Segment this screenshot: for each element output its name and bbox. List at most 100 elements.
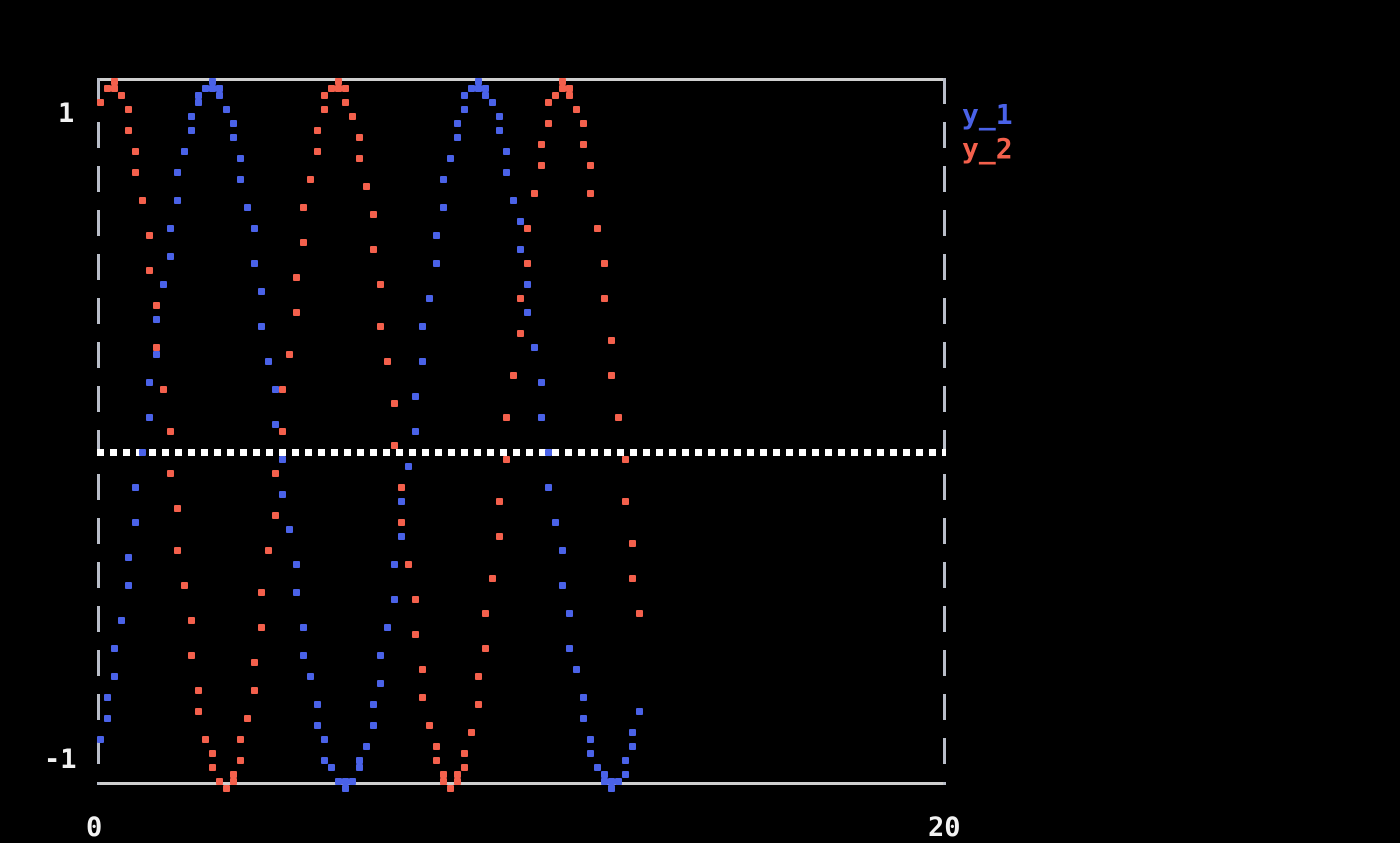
- data-point: [524, 309, 531, 316]
- data-point: [454, 778, 461, 785]
- data-point: [391, 596, 398, 603]
- data-point: [321, 736, 328, 743]
- data-point: [314, 127, 321, 134]
- data-point: [146, 379, 153, 386]
- data-point: [258, 624, 265, 631]
- data-point: [223, 106, 230, 113]
- data-point: [356, 155, 363, 162]
- data-point: [510, 372, 517, 379]
- plot-border-bottom: [97, 782, 946, 785]
- data-point: [482, 85, 489, 92]
- data-point: [251, 687, 258, 694]
- x-axis-tick-left: 0: [86, 812, 103, 843]
- data-point: [531, 190, 538, 197]
- data-point: [510, 197, 517, 204]
- data-point: [419, 666, 426, 673]
- data-point: [279, 456, 286, 463]
- data-point: [272, 512, 279, 519]
- data-point: [636, 610, 643, 617]
- data-point: [622, 456, 629, 463]
- data-point: [412, 631, 419, 638]
- data-point: [370, 246, 377, 253]
- data-point: [314, 722, 321, 729]
- data-point: [447, 155, 454, 162]
- data-point: [377, 680, 384, 687]
- data-point: [321, 757, 328, 764]
- data-point: [580, 715, 587, 722]
- data-point: [300, 652, 307, 659]
- data-point: [223, 785, 230, 792]
- data-point: [622, 757, 629, 764]
- data-point: [321, 106, 328, 113]
- data-point: [167, 428, 174, 435]
- data-point: [545, 99, 552, 106]
- data-point: [370, 722, 377, 729]
- data-point: [153, 302, 160, 309]
- data-point: [517, 218, 524, 225]
- data-point: [111, 78, 118, 85]
- legend: y_1 y_2: [962, 98, 1013, 166]
- data-point: [363, 743, 370, 750]
- data-point: [307, 673, 314, 680]
- data-point: [272, 421, 279, 428]
- data-point: [608, 337, 615, 344]
- data-point: [636, 708, 643, 715]
- data-point: [356, 764, 363, 771]
- data-point: [160, 386, 167, 393]
- y-axis-tick-bottom: -1: [44, 744, 77, 775]
- data-point: [300, 204, 307, 211]
- data-point: [174, 505, 181, 512]
- data-point: [216, 778, 223, 785]
- data-point: [419, 694, 426, 701]
- data-point: [293, 589, 300, 596]
- data-point: [272, 470, 279, 477]
- data-point: [629, 729, 636, 736]
- data-point: [251, 225, 258, 232]
- data-point: [566, 645, 573, 652]
- data-point: [475, 85, 482, 92]
- x-axis-tick-right: 20: [928, 812, 961, 843]
- data-point: [475, 673, 482, 680]
- data-point: [573, 106, 580, 113]
- data-point: [552, 92, 559, 99]
- data-point: [524, 225, 531, 232]
- data-point: [552, 519, 559, 526]
- data-point: [167, 253, 174, 260]
- data-point: [384, 358, 391, 365]
- data-point: [356, 757, 363, 764]
- data-point: [293, 274, 300, 281]
- data-point: [440, 771, 447, 778]
- data-point: [517, 295, 524, 302]
- data-point: [524, 260, 531, 267]
- data-point: [398, 484, 405, 491]
- data-point: [356, 134, 363, 141]
- data-point: [188, 113, 195, 120]
- data-point: [391, 561, 398, 568]
- data-point: [559, 78, 566, 85]
- data-point: [125, 554, 132, 561]
- data-point: [538, 162, 545, 169]
- data-point: [629, 743, 636, 750]
- data-point: [433, 757, 440, 764]
- data-point: [433, 232, 440, 239]
- data-point: [482, 610, 489, 617]
- data-point: [524, 281, 531, 288]
- data-point: [559, 547, 566, 554]
- data-point: [230, 134, 237, 141]
- data-point: [517, 246, 524, 253]
- data-point: [461, 92, 468, 99]
- data-point: [279, 428, 286, 435]
- data-point: [377, 652, 384, 659]
- data-point: [328, 85, 335, 92]
- data-point: [342, 99, 349, 106]
- data-point: [433, 743, 440, 750]
- data-point: [335, 85, 342, 92]
- data-point: [209, 78, 216, 85]
- data-point: [307, 176, 314, 183]
- data-point: [454, 134, 461, 141]
- data-point: [314, 148, 321, 155]
- data-point: [104, 694, 111, 701]
- data-point: [489, 575, 496, 582]
- data-point: [398, 498, 405, 505]
- data-point: [419, 323, 426, 330]
